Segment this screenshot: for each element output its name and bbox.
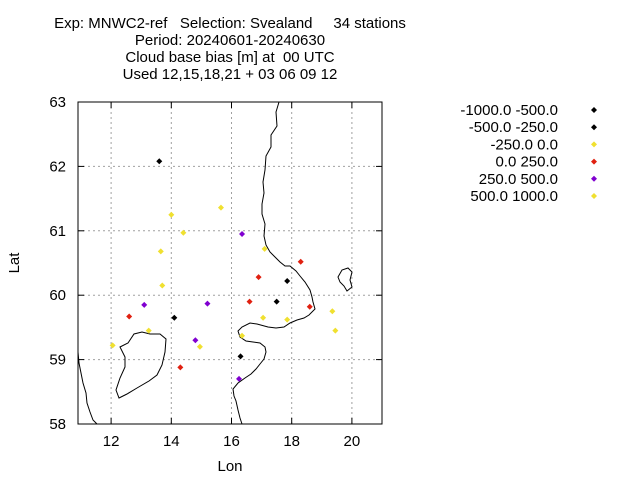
legend-label: 0.0 250.0 <box>495 154 558 171</box>
station-marker <box>329 308 336 315</box>
station-marker <box>171 314 178 321</box>
coastline-lake-vanern <box>115 331 167 399</box>
y-tick-label: 61 <box>49 223 66 240</box>
station-marker <box>180 229 187 236</box>
station-marker <box>255 274 262 281</box>
chart-title: Exp: MNWC2-ref Selection: Svealand 34 st… <box>0 15 460 83</box>
station-marker <box>141 301 148 308</box>
x-tick-label: 14 <box>163 433 180 450</box>
x-tick-label: 20 <box>344 433 361 450</box>
legend-label: 250.0 500.0 <box>479 171 558 188</box>
title-line-parameter: Cloud base bias [m] at 00 UTC <box>125 49 335 66</box>
station-marker <box>177 364 184 371</box>
y-tick-label: 58 <box>49 416 66 433</box>
station-marker <box>156 158 163 165</box>
station-marker <box>332 327 339 334</box>
x-tick-label: 16 <box>223 433 240 450</box>
station-marker <box>297 258 304 265</box>
station-marker <box>145 327 152 334</box>
station-marker <box>273 298 280 305</box>
station-marker <box>192 337 199 344</box>
legend-label: -1000.0 -500.0 <box>460 102 558 119</box>
station-marker <box>260 314 267 321</box>
station-marker <box>239 332 246 339</box>
station-marker <box>217 204 224 211</box>
station-marker <box>159 282 166 289</box>
title-line-used: Used 12,15,18,21 + 03 06 09 12 <box>122 66 338 83</box>
title-line-experiment: Exp: MNWC2-ref Selection: Svealand 34 st… <box>54 15 406 32</box>
x-axis-label: Lon <box>217 458 242 475</box>
station-marker <box>239 231 246 238</box>
station-marker <box>261 245 268 252</box>
station-marker <box>246 298 253 305</box>
station-marker <box>236 375 243 382</box>
legend-marker <box>591 107 597 113</box>
data-markers <box>109 158 339 382</box>
station-marker <box>109 342 116 349</box>
station-marker <box>237 353 244 360</box>
legend-marker <box>591 158 597 165</box>
legend: -1000.0 -500.0-500.0 -250.0-250.0 0.00.0… <box>460 102 597 205</box>
y-tick-label: 62 <box>49 158 66 175</box>
y-tick-label: 60 <box>49 287 66 304</box>
legend-marker <box>591 175 597 182</box>
coastline-finland-aland <box>337 267 353 292</box>
coastline-sweden <box>232 101 316 425</box>
station-marker <box>126 313 133 320</box>
station-marker <box>157 248 164 255</box>
title-line-period: Period: 20240601-20240630 <box>134 32 326 49</box>
coastline-west <box>77 351 98 425</box>
axis-ticks: 12 14 16 18 20 58 59 60 61 62 63 <box>49 94 382 450</box>
plot-frame <box>77 101 383 425</box>
y-tick-label: 59 <box>49 352 66 369</box>
coastline-map <box>77 101 353 425</box>
legend-label: -500.0 -250.0 <box>469 119 558 136</box>
grid <box>78 102 382 424</box>
x-tick-label: 12 <box>103 433 120 450</box>
station-marker <box>196 343 203 350</box>
legend-marker <box>591 124 597 131</box>
legend-label: -250.0 0.0 <box>490 136 558 153</box>
legend-marker <box>591 193 597 199</box>
legend-marker <box>591 141 597 148</box>
legend-label: 500.0 1000.0 <box>470 188 558 205</box>
station-marker <box>284 278 291 285</box>
y-tick-label: 63 <box>49 94 66 111</box>
station-marker <box>204 300 211 307</box>
x-tick-label: 18 <box>283 433 300 450</box>
y-axis-label: Lat <box>6 252 23 274</box>
station-marker <box>284 316 291 323</box>
station-marker <box>168 211 175 218</box>
station-marker <box>306 303 313 310</box>
